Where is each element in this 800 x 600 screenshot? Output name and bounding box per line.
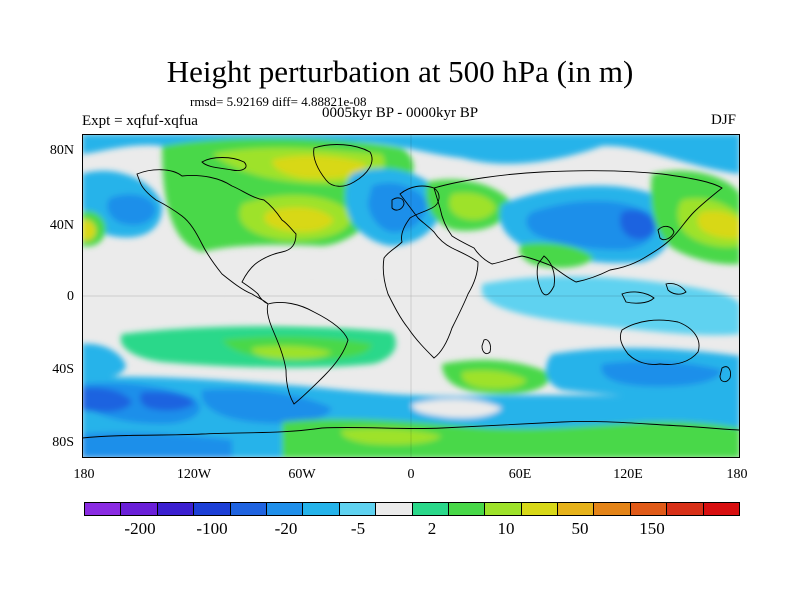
colorbar-label: 2 xyxy=(427,519,437,538)
x-tick-180e: 180 xyxy=(726,467,748,482)
colorbar-label: 10 xyxy=(497,519,515,538)
x-tick-180w: 180 xyxy=(73,467,95,482)
colorbar-label: -200 xyxy=(124,519,156,538)
x-tick-60e: 60E xyxy=(508,467,532,482)
perturbation-field xyxy=(82,134,740,458)
season-label: DJF xyxy=(711,112,737,128)
x-tick-0: 0 xyxy=(407,467,415,482)
colorbar xyxy=(84,502,740,516)
colorbar-segment xyxy=(194,503,231,515)
period-label: 0005kyr BP - 0000kyr BP xyxy=(322,105,479,121)
colorbar-segment xyxy=(157,503,195,515)
colorbar-segment xyxy=(667,503,704,515)
colorbar-segment xyxy=(521,503,559,515)
map-title: Height perturbation at 500 hPa (in m) xyxy=(166,54,634,89)
colorbar-label: -100 xyxy=(196,519,228,538)
map-frame xyxy=(82,134,740,458)
colorbar-segment xyxy=(703,503,740,515)
colorbar-segment xyxy=(121,503,158,515)
colorbar-segment xyxy=(412,503,449,515)
x-tick-60w: 60W xyxy=(288,467,316,482)
y-tick-40n: 40N xyxy=(49,218,74,233)
x-tick-120w: 120W xyxy=(176,467,212,482)
colorbar-segment xyxy=(376,503,413,515)
colorbar-label: 150 xyxy=(639,519,665,538)
colorbar-segment xyxy=(485,503,522,515)
colorbar-segment xyxy=(448,503,486,515)
colorbar-label: 50 xyxy=(571,519,589,538)
rmsd-diff-stats: rmsd= 5.92169 diff= 4.88821e-08 xyxy=(190,94,367,109)
colorbar-label: -5 xyxy=(350,519,366,538)
coastlines xyxy=(82,144,740,439)
height-perturbation-map xyxy=(82,134,740,458)
colorbar-label: -20 xyxy=(274,519,298,538)
y-tick-80n: 80N xyxy=(49,143,74,158)
colorbar-segment xyxy=(558,503,595,515)
colorbar-segment xyxy=(266,503,304,515)
x-tick-120e: 120E xyxy=(613,467,643,482)
colorbar-segment xyxy=(630,503,668,515)
y-tick-equator: 0 xyxy=(67,289,74,304)
colorbar-segment xyxy=(594,503,631,515)
y-tick-40s: 40S xyxy=(52,362,74,377)
y-tick-80s: 80S xyxy=(52,435,74,450)
colorbar-segment xyxy=(230,503,267,515)
colorbar-segment xyxy=(303,503,340,515)
colorbar-segment xyxy=(339,503,377,515)
colorbar-segment xyxy=(85,503,122,515)
experiment-label: Expt = xqfuf-xqfua xyxy=(82,113,198,129)
